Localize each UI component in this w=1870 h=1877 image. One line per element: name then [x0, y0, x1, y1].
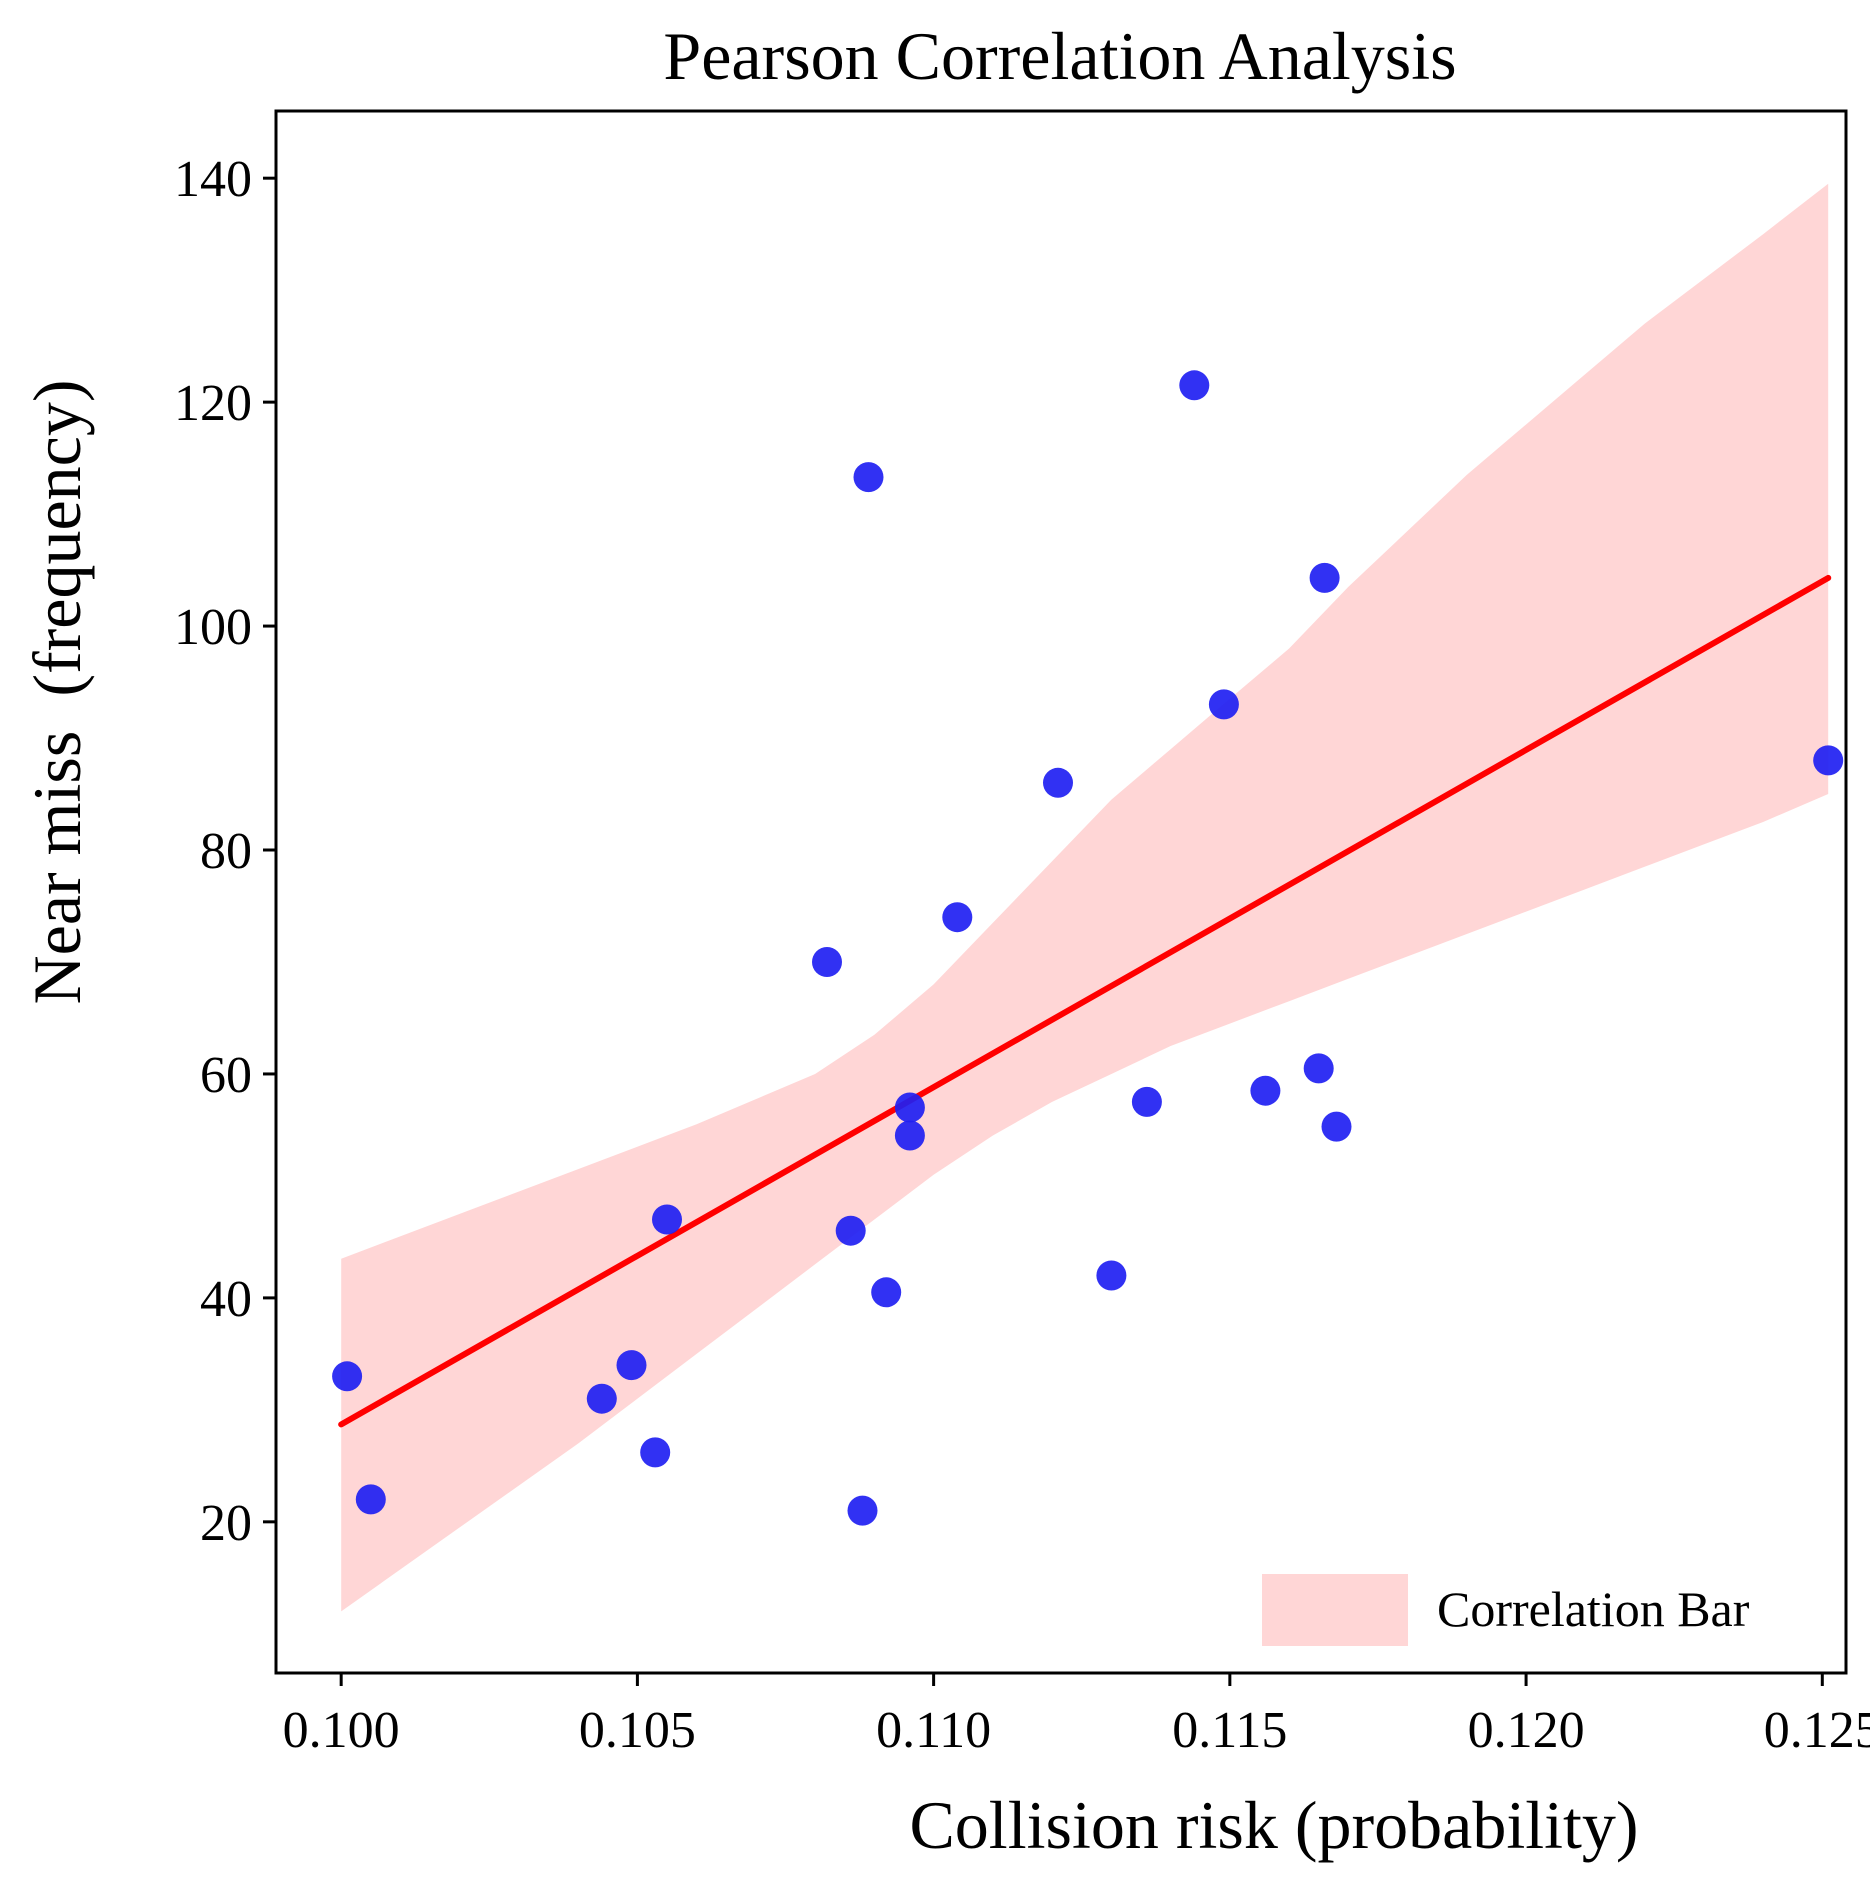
scatter-point-23 [1321, 1111, 1352, 1142]
scatter-point-17 [1131, 1086, 1162, 1117]
scatter-point-5 [640, 1437, 671, 1468]
scatter-point-18 [1179, 370, 1210, 401]
regression-line [338, 574, 1832, 1428]
scatter-point-21 [1303, 1053, 1334, 1084]
y-tick-label-6: 120 [174, 375, 252, 432]
scatter-point-4 [616, 1350, 647, 1381]
band-layer [341, 183, 1829, 1612]
plot-frame [274, 109, 1848, 1675]
confidence-band [341, 183, 1829, 1612]
scatter-point-8 [835, 1215, 866, 1246]
x-tick-label-2: 0.105 [579, 1702, 696, 1759]
y-axis-ticks: 20 40 60 80 100 120 140 [174, 151, 276, 1552]
scatter-point-2 [355, 1484, 386, 1515]
scatter-point-12 [894, 1092, 925, 1123]
legend: Correlation Bar [1262, 1574, 1750, 1646]
chart-title: Pearson Correlation Analysis [663, 18, 1456, 94]
y-tick-label-4: 80 [200, 823, 252, 880]
y-tick-label-7: 140 [174, 151, 252, 208]
y-tick-label-3: 60 [200, 1047, 252, 1104]
scatter-point-20 [1250, 1075, 1281, 1106]
scatter-point-1 [332, 1361, 363, 1392]
scatter-point-6 [652, 1204, 682, 1235]
y-tick-label-2: 40 [200, 1271, 252, 1328]
scatter-point-11 [871, 1277, 902, 1308]
x-axis-label: Collision risk (probability) [909, 1787, 1638, 1863]
scatter-point-14 [942, 902, 973, 933]
y-tick-label-1: 20 [200, 1495, 252, 1552]
x-tick-label-3: 0.110 [876, 1702, 991, 1759]
scatter-point-10 [853, 462, 884, 493]
x-axis-ticks: 0.100 0.105 0.110 0.115 0.120 0.125 [283, 1673, 1870, 1759]
scatter-point-3 [586, 1383, 617, 1414]
scatter-point-16 [1096, 1260, 1127, 1291]
x-tick-label-6: 0.125 [1764, 1702, 1870, 1759]
line-layer [338, 574, 1832, 1428]
point-layer [332, 370, 1844, 1526]
scatter-point-15 [1043, 767, 1073, 798]
legend-swatch-correlation-bar [1262, 1574, 1408, 1646]
x-tick-label-5: 0.120 [1468, 1702, 1585, 1759]
scatter-point-7 [812, 947, 842, 977]
scatter-point-24 [1813, 745, 1844, 776]
scatter-point-9 [847, 1495, 878, 1526]
scatter-point-22 [1309, 562, 1340, 593]
scatter-point-19 [1208, 689, 1239, 720]
x-tick-label-1: 0.100 [283, 1702, 400, 1759]
x-tick-label-4: 0.115 [1172, 1702, 1287, 1759]
legend-label-correlation-bar: Correlation Bar [1437, 1581, 1750, 1637]
y-tick-label-5: 100 [174, 599, 252, 656]
scatter-point-13 [894, 1120, 925, 1151]
y-axis-label: Near miss (frequency) [19, 380, 95, 1005]
